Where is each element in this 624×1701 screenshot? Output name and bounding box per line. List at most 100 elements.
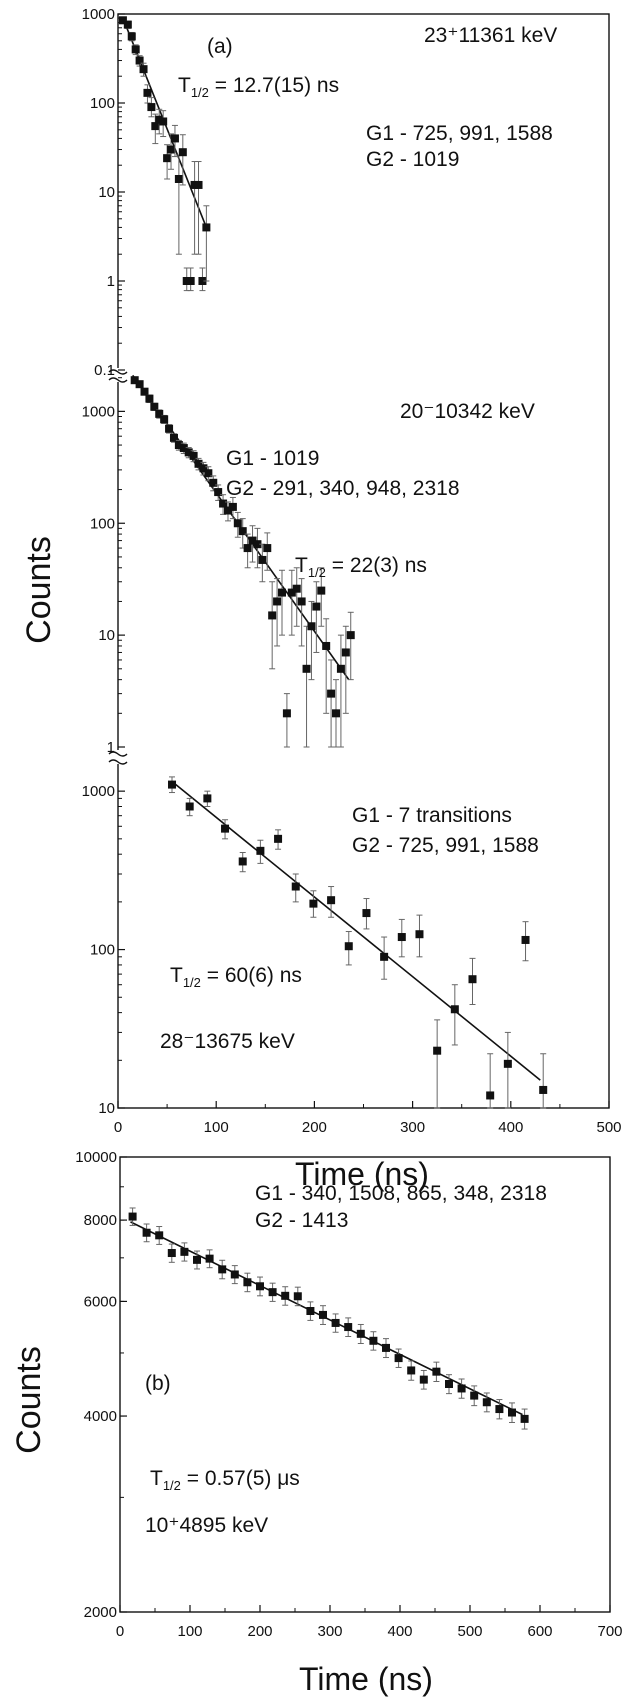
panel-1: 1 10 100 1000 20⁻10342 keV T1/2 = 22(3) ns G1 … (82, 374, 535, 756)
data-point (223, 506, 232, 515)
half-life-label: T1/2 = 0.57(5) μs (150, 1467, 300, 1493)
data-point (170, 134, 179, 143)
data-point (204, 469, 213, 478)
data-point (243, 544, 252, 553)
data-point (169, 433, 178, 442)
gate-label: G1 - 7 transitions (352, 804, 512, 827)
panel-a-frame: 0 100 200 300 400 500 Time (ns) Counts (20, 13, 622, 1192)
state-label: 23⁺11361 keV (424, 24, 557, 47)
data-point (186, 277, 195, 285)
x-tick-label: 600 (527, 1623, 552, 1640)
data-point (336, 664, 345, 673)
y-tick-label: 10000 (75, 1149, 117, 1166)
gate-label: G2 - 1019 (366, 148, 459, 171)
x-axis-title: Time (ns) (295, 1156, 429, 1192)
data-point (319, 1310, 327, 1319)
data-point (508, 1408, 516, 1417)
x-tick-label: 200 (302, 1119, 327, 1136)
data-point (327, 689, 336, 698)
data-point (415, 930, 424, 939)
y-tick-label: 4000 (84, 1408, 117, 1425)
data-point (312, 602, 321, 611)
data-point (150, 402, 159, 411)
y-tick-label: 6000 (84, 1293, 117, 1310)
data-point (539, 1085, 548, 1094)
data-point (468, 975, 477, 984)
y-tick-label: 10 (98, 184, 115, 201)
gate-label: G2 - 291, 340, 948, 2318 (226, 477, 460, 500)
data-point (322, 641, 331, 650)
data-point (268, 1288, 277, 1297)
data-point (344, 942, 353, 951)
data-point (268, 611, 277, 620)
data-point (394, 1354, 403, 1363)
data-point (165, 424, 174, 433)
data-point (317, 586, 326, 595)
y-tick-label: 8000 (84, 1212, 117, 1229)
gate-label: G1 - 1019 (226, 447, 319, 470)
data-point (202, 223, 211, 232)
data-point (419, 1375, 428, 1384)
x-tick-label: 300 (400, 1119, 425, 1136)
data-point (127, 32, 136, 41)
data-point (203, 794, 212, 803)
data-point (331, 1318, 340, 1327)
data-point (163, 154, 172, 163)
data-point (180, 1247, 189, 1256)
y-tick-label: 100 (90, 515, 115, 532)
data-point (380, 952, 389, 961)
data-point (256, 1282, 264, 1291)
x-tick-label: 400 (387, 1623, 412, 1640)
data-point (273, 597, 282, 606)
data-point (140, 387, 149, 396)
y-tick-label: 100 (90, 95, 115, 112)
data-point (233, 519, 242, 528)
x-tick-label: 200 (247, 1623, 272, 1640)
gate-label: G1 - 340, 1508, 865, 348, 2318 (255, 1182, 547, 1205)
data-point (174, 441, 183, 450)
data-point (307, 622, 316, 631)
data-point (293, 1292, 302, 1301)
gate-label: G2 - 1413 (255, 1209, 348, 1232)
data-point (450, 1005, 459, 1014)
data-point (142, 1228, 151, 1237)
data-point (135, 56, 144, 65)
data-point (145, 394, 154, 403)
panel-label: (a) (207, 35, 233, 58)
x-tick-label: 0 (116, 1623, 124, 1640)
data-point (205, 1254, 214, 1263)
data-point (297, 597, 306, 606)
data-point (362, 909, 371, 918)
half-life-label: T1/2 = 60(6) ns (170, 964, 302, 990)
data-point (131, 45, 140, 54)
y-tick-label: 100 (90, 942, 115, 959)
data-point (256, 846, 265, 855)
data-point (243, 1278, 252, 1287)
data-point (194, 180, 203, 189)
half-life-label: T1/2 = 22(3) ns (295, 554, 427, 580)
data-point (167, 145, 176, 154)
fit-line (171, 780, 541, 1081)
x-tick-label: 100 (177, 1623, 202, 1640)
y-tick-label: 1 (107, 273, 115, 290)
data-point (199, 464, 208, 473)
state-label: 20⁻10342 keV (400, 400, 535, 423)
half-life-label: T1/2 = 12.7(15) ns (178, 74, 339, 100)
data-point (155, 409, 164, 418)
data-point (218, 1265, 227, 1274)
data-point (139, 65, 148, 74)
data-point (228, 502, 237, 511)
panel-3: 2000 4000 6000 8000 10000 (b) 10⁺4895 keV T1/2 … (75, 1149, 547, 1621)
data-point (344, 1323, 353, 1332)
data-point (184, 448, 193, 457)
data-point (230, 1270, 239, 1279)
state-label: 10⁺4895 keV (145, 1514, 268, 1537)
data-point (332, 709, 341, 718)
data-point (179, 444, 188, 453)
x-tick-label: 500 (457, 1623, 482, 1640)
axis-break-mark (108, 369, 128, 375)
panel-2: 10 100 1000 28⁻13675 keV T1/2 = 60(6) ns G1 -… (82, 776, 548, 1117)
data-point (238, 857, 247, 866)
y-tick-label: 0.1 (94, 362, 115, 379)
